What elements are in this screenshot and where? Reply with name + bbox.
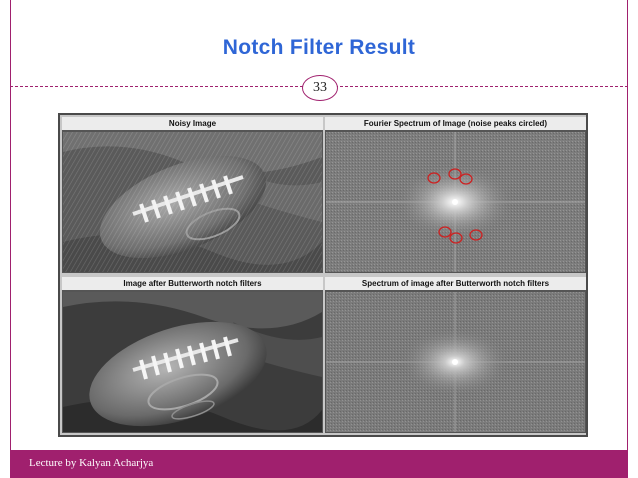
panel-filtered-image: Image after Butterworth notch filters [62, 277, 323, 433]
slide-frame-left [10, 0, 11, 450]
panel-filtered-spectrum: Spectrum of image after Butterworth notc… [325, 277, 586, 433]
football-noisy-image [62, 131, 323, 273]
filtered-spectrum-image [325, 291, 586, 433]
noise-peak-circles [427, 168, 483, 244]
panel-title: Noisy Image [62, 117, 323, 131]
slide-frame-right [627, 0, 628, 450]
panel-fourier-spectrum: Fourier Spectrum of Image (noise peaks c… [325, 117, 586, 273]
panel-title: Spectrum of image after Butterworth notc… [325, 277, 586, 291]
footer-text: Lecture by Kalyan Acharjya [29, 457, 154, 469]
panel-title: Image after Butterworth notch filters [62, 277, 323, 291]
notch-filter-figure: Noisy Image [58, 113, 588, 437]
slide-footer: Lecture by Kalyan Acharjya [10, 450, 628, 478]
page-number-badge: 33 [302, 75, 338, 101]
panel-title: Fourier Spectrum of Image (noise peaks c… [325, 117, 586, 131]
football-filtered-image [62, 291, 323, 433]
fourier-spectrum-image [325, 131, 586, 273]
panel-noisy-image: Noisy Image [62, 117, 323, 273]
slide-title: Notch Filter Result [222, 36, 416, 59]
